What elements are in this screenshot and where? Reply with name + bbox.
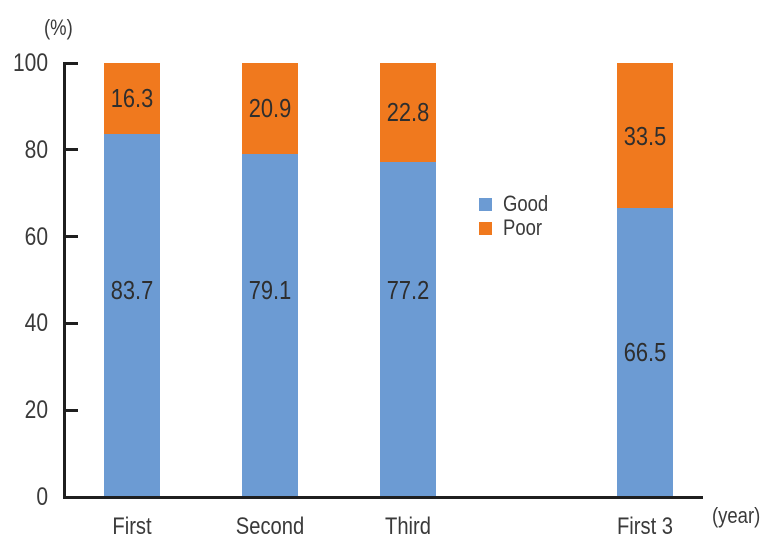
legend-entry-good: Good — [479, 191, 557, 216]
segment-poor — [617, 63, 673, 209]
bar-first-3: 33.5 66.5 — [617, 63, 673, 497]
legend-swatch-good — [479, 197, 492, 211]
y-tick-label: 100 — [12, 49, 49, 77]
segment-good — [104, 133, 160, 497]
category-label: Third — [385, 513, 431, 540]
y-tick-mark — [63, 235, 78, 239]
poor-value-label: 33.5 — [623, 120, 667, 151]
segment-good — [617, 208, 673, 497]
good-value-label: 79.1 — [248, 275, 292, 305]
y-tick-mark — [63, 408, 78, 412]
y-tick-mark — [63, 61, 78, 65]
good-value-label: 77.2 — [386, 275, 430, 305]
y-tick-label: 0 — [36, 483, 48, 511]
segment-poor — [242, 63, 298, 154]
good-value-label: 66.5 — [623, 337, 667, 367]
legend-entry-poor: Poor — [479, 215, 557, 240]
category-label: First — [112, 513, 152, 540]
category-label: Second — [235, 513, 305, 540]
bar-third: 22.8 77.2 — [380, 63, 436, 497]
poor-value-label: 20.9 — [248, 93, 292, 124]
x-axis-unit-label: (year) — [712, 503, 761, 528]
y-tick-label: 20 — [24, 396, 48, 425]
y-axis-line — [63, 63, 66, 499]
legend: Good Poor — [479, 191, 557, 240]
x-axis-line — [63, 496, 703, 499]
bar-first: 16.3 83.7 — [104, 63, 160, 497]
poor-value-label: 16.3 — [110, 83, 154, 114]
category-label: First 3 — [616, 513, 673, 540]
y-tick-label: 60 — [24, 222, 48, 251]
legend-swatch-poor — [479, 221, 492, 235]
bar-second: 20.9 79.1 — [242, 63, 298, 497]
good-value-label: 83.7 — [110, 275, 154, 305]
segment-good — [380, 161, 436, 497]
y-tick-mark — [63, 321, 78, 325]
y-axis-unit-label: (%) — [44, 15, 73, 40]
legend-label: Poor — [503, 215, 543, 240]
poor-value-label: 22.8 — [386, 97, 430, 128]
segment-poor — [104, 63, 160, 134]
segment-poor — [380, 63, 436, 162]
y-tick-label: 40 — [24, 309, 48, 338]
legend-label: Good — [503, 191, 549, 216]
y-tick-label: 80 — [24, 135, 48, 164]
y-tick-mark — [63, 148, 78, 152]
segment-good — [242, 153, 298, 497]
